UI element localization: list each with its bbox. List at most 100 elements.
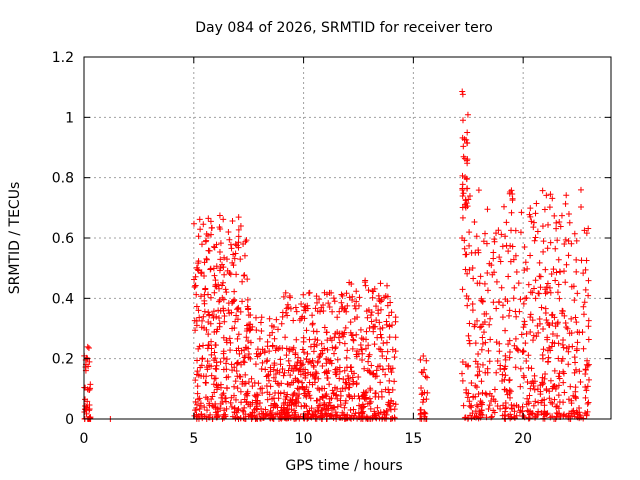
data-point-marker <box>359 356 366 363</box>
data-point-marker <box>206 312 213 319</box>
data-point-marker <box>417 356 424 363</box>
data-point-marker <box>383 339 390 346</box>
data-point-marker <box>232 378 239 385</box>
data-point-marker <box>499 314 506 321</box>
data-point-marker <box>419 399 426 406</box>
x-tick-label: 20 <box>514 431 532 447</box>
data-point-marker <box>363 389 370 396</box>
data-point-marker <box>572 314 579 321</box>
data-point-marker <box>300 334 307 341</box>
data-points <box>81 88 592 422</box>
data-point-marker <box>505 341 512 348</box>
data-point-marker <box>264 343 271 350</box>
data-point-marker <box>502 352 509 359</box>
data-point-marker <box>420 396 427 403</box>
data-point-marker <box>243 391 250 398</box>
data-point-marker <box>526 392 533 399</box>
data-point-marker <box>244 303 251 310</box>
data-point-marker <box>473 401 480 408</box>
data-point-marker <box>570 283 577 290</box>
data-point-marker <box>512 252 519 259</box>
data-point-marker <box>348 368 355 375</box>
data-point-marker <box>572 359 579 366</box>
data-point-marker <box>373 415 380 422</box>
data-point-marker <box>367 405 374 412</box>
data-point-marker <box>219 261 226 268</box>
data-point-marker <box>352 305 359 312</box>
data-point-marker <box>277 390 284 397</box>
data-point-marker <box>542 290 549 297</box>
data-point-marker <box>468 249 475 256</box>
data-point-marker <box>233 312 240 319</box>
data-point-marker <box>547 289 554 296</box>
data-point-marker <box>235 331 242 338</box>
data-point-marker <box>341 340 348 347</box>
data-point-marker <box>313 342 320 349</box>
data-point-marker <box>483 391 490 398</box>
data-point-marker <box>326 358 333 365</box>
data-point-marker <box>548 270 555 277</box>
data-point-marker <box>501 386 508 393</box>
data-point-marker <box>326 303 333 310</box>
data-point-marker <box>392 348 399 355</box>
data-point-marker <box>86 358 93 365</box>
data-point-marker <box>299 368 306 375</box>
data-point-marker <box>392 334 399 341</box>
data-point-marker <box>392 401 399 408</box>
data-point-marker <box>192 273 199 280</box>
data-point-marker <box>283 415 290 422</box>
data-point-marker <box>585 277 592 284</box>
data-point-marker <box>580 311 587 318</box>
data-point-marker <box>460 190 467 197</box>
data-point-marker <box>197 270 204 277</box>
data-point-marker <box>475 390 482 397</box>
data-point-marker <box>275 326 282 333</box>
data-point-marker <box>516 308 523 315</box>
data-point-marker <box>567 383 574 390</box>
data-point-marker <box>326 381 333 388</box>
data-point-marker <box>213 362 220 369</box>
data-point-marker <box>557 223 564 230</box>
data-point-marker <box>331 298 338 305</box>
data-point-marker <box>278 320 285 327</box>
data-point-marker <box>233 367 240 374</box>
data-point-marker <box>205 319 212 326</box>
data-point-marker <box>581 227 588 234</box>
data-point-marker <box>310 372 317 379</box>
data-point-marker <box>358 335 365 342</box>
data-point-marker <box>466 229 473 236</box>
data-point-marker <box>502 327 509 334</box>
data-point-marker <box>228 245 235 252</box>
data-point-marker <box>247 339 254 346</box>
data-point-marker <box>212 365 219 372</box>
data-point-marker <box>232 318 239 325</box>
data-point-marker <box>298 300 305 307</box>
data-point-marker <box>202 379 209 386</box>
data-point-marker <box>205 247 212 254</box>
data-point-marker <box>573 256 580 263</box>
data-point-marker <box>459 91 466 98</box>
data-point-marker <box>514 346 521 353</box>
data-point-marker <box>374 404 381 411</box>
data-point-marker <box>197 293 204 300</box>
data-point-marker <box>222 413 229 420</box>
data-point-marker <box>280 407 287 414</box>
data-point-marker <box>290 317 297 324</box>
data-point-marker <box>271 400 278 407</box>
data-point-marker <box>259 389 266 396</box>
data-point-marker <box>336 339 343 346</box>
data-point-marker <box>223 398 230 405</box>
data-point-marker <box>459 186 466 193</box>
data-point-marker <box>272 378 279 385</box>
data-point-marker <box>195 307 202 314</box>
data-point-marker <box>303 393 310 400</box>
data-point-marker <box>521 374 528 381</box>
data-point-marker <box>233 306 240 313</box>
data-point-marker <box>464 394 471 401</box>
data-point-marker <box>375 411 382 418</box>
data-point-marker <box>237 388 244 395</box>
data-point-marker <box>274 367 281 374</box>
data-point-marker <box>562 236 569 243</box>
data-point-marker <box>479 340 486 347</box>
data-point-marker <box>579 329 586 336</box>
